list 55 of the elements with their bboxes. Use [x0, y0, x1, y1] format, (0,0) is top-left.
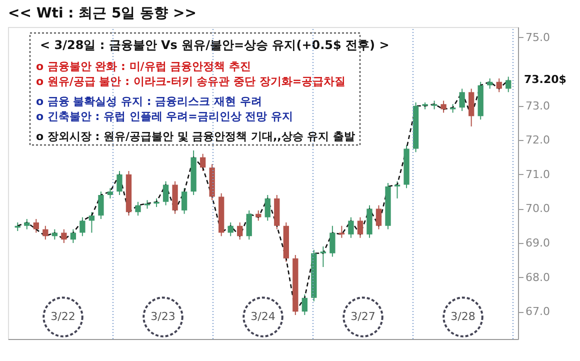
candlestick: [61, 228, 67, 244]
candlestick: [357, 216, 364, 238]
candlestick: [98, 191, 104, 220]
candlestick: [162, 180, 169, 206]
candlestick: [88, 212, 95, 234]
candlestick: [320, 246, 326, 268]
candlestick: [80, 216, 86, 237]
y-tick-label: 73.0: [526, 99, 550, 112]
annotation: 3/22: [50, 310, 76, 323]
y-tick-label: 72.0: [526, 134, 550, 147]
annotation: 3/27: [350, 310, 376, 323]
candlestick: [348, 216, 354, 238]
annotation: o 금융 불확실성 유지 : 금융리스크 재현 우려: [36, 95, 262, 108]
candlestick: [302, 294, 308, 316]
candlestick: [228, 222, 234, 237]
candlestick: [459, 88, 465, 112]
candlestick: [181, 188, 188, 214]
annotation: o 금융불안 완화 : 미/유럽 금융안정책 추진: [36, 60, 251, 73]
chart-title: << Wti : 최근 5일 동향 >>: [8, 6, 196, 22]
y-tick-label: 68.0: [526, 270, 550, 284]
candlestick: [330, 225, 336, 258]
candlestick: [376, 204, 382, 230]
candlestick: [237, 222, 243, 240]
candlestick: [200, 153, 206, 172]
candlestick: [135, 201, 141, 216]
candlestick: [246, 210, 252, 240]
candlestick: [338, 225, 345, 238]
candlestick: [116, 170, 122, 196]
candlestick: [42, 225, 48, 240]
candlestick: [33, 218, 39, 234]
candlestick: [468, 88, 474, 127]
annotation: o 긴축불안 : 유럽 인플레 우려=금리인상 전망 유지: [36, 110, 293, 123]
candlestick: [394, 180, 400, 199]
candlestick: [52, 228, 58, 240]
candlestick: [70, 228, 76, 244]
y-tick-label: 71.0: [526, 168, 550, 181]
annotation: o 장외시장 : 원유/공급불안 및 금융안정책 기대,,상승 유지 출발: [36, 130, 355, 143]
annotation: < 3/28일 : 금융불안 Vs 원유/불안=상승 유지(+0.5$ 전후) >: [40, 38, 390, 52]
text: 73.20$: [524, 73, 566, 86]
y-tick-label: 67.0: [526, 305, 550, 318]
annotation: 3/24: [250, 310, 276, 323]
candlestick: [506, 76, 512, 93]
candlestick: [256, 210, 262, 222]
y-tick-label: 70.0: [526, 202, 550, 216]
candlestick: [107, 188, 114, 199]
candlestick: [487, 78, 493, 90]
y-tick-label: 69.0: [526, 236, 550, 250]
candlestick: [264, 194, 270, 222]
candlestick: [440, 100, 446, 114]
y-tick-label: 75.0: [526, 30, 550, 44]
annotation: 3/28: [450, 310, 476, 323]
annotation: o 원유/공급 불안 : 이라크-터키 송유관 중단 장기화=공급차질: [36, 75, 346, 88]
annotation: 3/23: [150, 310, 176, 323]
candlestick: [24, 218, 30, 230]
candlestick: [496, 78, 502, 93]
